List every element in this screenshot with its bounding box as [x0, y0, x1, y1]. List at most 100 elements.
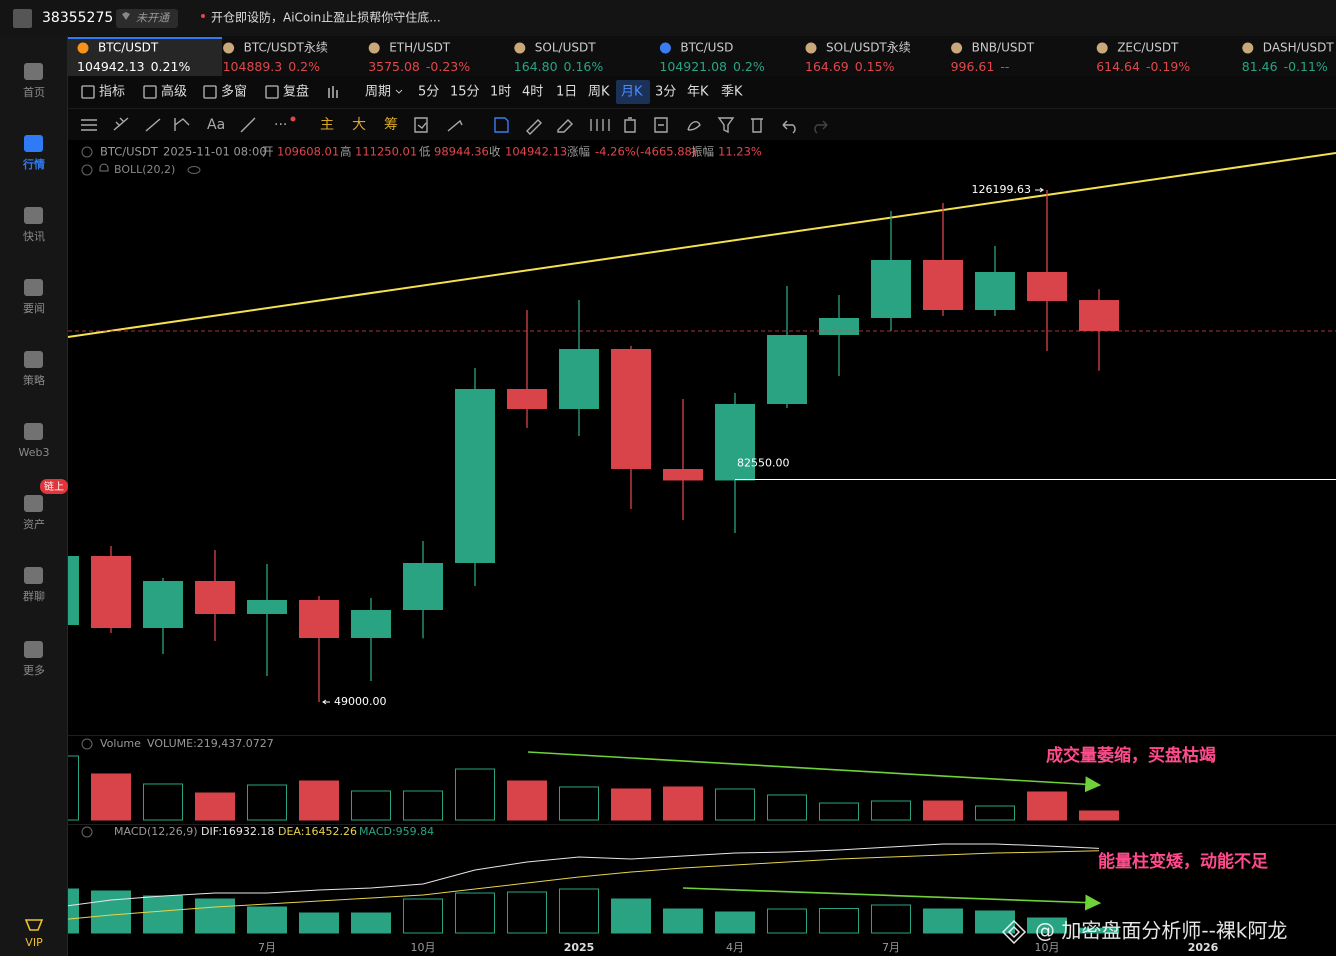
nav-label[interactable]: Web3: [19, 446, 50, 459]
period-menu[interactable]: 周期: [365, 85, 391, 100]
watermark-logo: [1001, 919, 1027, 945]
nav-icon[interactable]: [24, 495, 43, 512]
period-button[interactable]: 1时: [490, 85, 511, 100]
period-button[interactable]: 4时: [522, 85, 543, 100]
info-field: 109608.01: [277, 145, 339, 159]
ticker-name[interactable]: ZEC/USDT: [1117, 41, 1179, 55]
ticker-quote[interactable]: 3575.08 -0.23%: [368, 59, 470, 74]
overlay-button[interactable]: 主: [320, 117, 334, 133]
ticker-quote[interactable]: 164.80 0.16%: [514, 59, 604, 74]
period-button[interactable]: 月K: [621, 85, 643, 100]
volume-bar: [559, 786, 599, 821]
period-button[interactable]: 周K: [588, 85, 610, 100]
volume-bar: [923, 800, 963, 821]
tool-icon[interactable]: [81, 85, 95, 99]
ticker-quote[interactable]: 104942.13 0.21%: [77, 59, 190, 74]
ticker-name[interactable]: SOL/USDT: [535, 41, 596, 55]
macd-bar: [403, 898, 443, 934]
ticker-name[interactable]: ETH/USDT: [389, 41, 451, 55]
nav-label[interactable]: 群聊: [23, 589, 45, 603]
ticker-quote[interactable]: 996.61 --: [951, 59, 1010, 74]
info-field: 开: [262, 145, 274, 159]
period-button[interactable]: 5分: [418, 85, 439, 100]
panel-divider: [68, 824, 1336, 825]
ticker-change: -0.11%: [1284, 59, 1328, 74]
nav-icon[interactable]: [24, 63, 43, 80]
info-icon[interactable]: [81, 146, 93, 158]
tool-icon[interactable]: [203, 85, 217, 99]
nav-label[interactable]: 行情: [22, 157, 45, 171]
panel-divider: [68, 735, 1336, 736]
avatar[interactable]: [13, 9, 32, 28]
ticker-icon: [1096, 42, 1108, 54]
nav-icon[interactable]: [24, 279, 43, 296]
period-button[interactable]: 季K: [721, 85, 743, 100]
period-button[interactable]: 1日: [556, 85, 577, 100]
overlay-button[interactable]: 筹: [384, 116, 398, 133]
ticker-name[interactable]: SOL/USDT永续: [826, 41, 911, 55]
macd-bar: [975, 910, 1015, 934]
notice[interactable]: 开仓即设防，AiCoin止盈止损帮你守住底...: [211, 10, 441, 25]
text-tool[interactable]: Aa: [207, 117, 225, 133]
ticker-name[interactable]: BTC/USDT: [98, 41, 159, 55]
tool-button[interactable]: 多窗: [221, 84, 247, 100]
nav-icon[interactable]: [24, 207, 43, 224]
eye-icon[interactable]: [187, 166, 201, 174]
info-field: 111250.01: [355, 145, 417, 159]
nav-label[interactable]: 资产: [23, 517, 45, 531]
candle-body: [195, 580, 235, 614]
ticker-price: 104889.3: [223, 59, 283, 74]
vip-icon[interactable]: [24, 919, 44, 931]
nav-icon[interactable]: [24, 567, 43, 584]
ticker-name[interactable]: BTC/USD: [680, 41, 733, 55]
info-field: 2025-11-01 08:00: [163, 145, 267, 159]
x-tick-label: 2026: [1188, 941, 1219, 954]
ticker-quote[interactable]: 614.64 -0.19%: [1096, 59, 1190, 74]
ticker-icon: [223, 42, 235, 54]
nav-label[interactable]: 首页: [23, 85, 45, 99]
more-icon[interactable]: ···: [274, 117, 287, 133]
ticker-change: -0.19%: [1146, 59, 1190, 74]
period-button[interactable]: 15分: [450, 85, 480, 100]
badge-bg[interactable]: [116, 9, 178, 28]
nav-icon[interactable]: [24, 641, 43, 658]
overlay-button[interactable]: 大: [352, 117, 366, 133]
panel-icon[interactable]: [81, 826, 93, 838]
tool-icon[interactable]: [265, 85, 279, 99]
nav-label[interactable]: 策略: [23, 373, 45, 387]
nav-icon[interactable]: [24, 351, 43, 368]
ticker-name[interactable]: BNB/USDT: [972, 41, 1035, 55]
nav-label[interactable]: 快讯: [23, 230, 45, 243]
nav-label[interactable]: 要闻: [23, 301, 45, 315]
nav-badge-bg: [40, 479, 68, 494]
tool-icons[interactable]: [81, 117, 828, 135]
ticker-name[interactable]: DASH/USDT: [1263, 41, 1335, 55]
volume-bar: [819, 802, 859, 821]
caret: [395, 89, 403, 94]
nav-label[interactable]: 更多: [23, 663, 45, 677]
ticker-change: --: [1000, 59, 1009, 74]
vip[interactable]: VIP: [25, 936, 43, 949]
panel-icon[interactable]: [81, 738, 93, 750]
period-button[interactable]: 3分: [655, 85, 676, 100]
tool-button[interactable]: 复盘: [283, 84, 309, 100]
macd-bar: [1027, 917, 1067, 934]
bell-icon[interactable]: [99, 163, 109, 172]
ticker-quote[interactable]: 104921.08 0.2%: [659, 59, 764, 74]
ticker-name[interactable]: BTC/USDT永续: [244, 41, 328, 55]
chart-type-icon[interactable]: [328, 86, 338, 98]
notice-dot: [201, 14, 205, 18]
nav-icon[interactable]: [24, 423, 43, 440]
tool-button[interactable]: 高级: [161, 84, 187, 100]
tool-icon[interactable]: [143, 85, 157, 99]
info-icon[interactable]: [81, 164, 93, 176]
ticker-quote[interactable]: 104889.3 0.2%: [223, 59, 321, 74]
panel-legend: DEA:16452.26: [278, 825, 357, 838]
tool-button[interactable]: 指标: [99, 85, 125, 100]
ticker-quote[interactable]: 164.69 0.15%: [805, 59, 895, 74]
ticker-quote[interactable]: 81.46 -0.11%: [1242, 59, 1328, 74]
nav-icon[interactable]: [24, 135, 43, 152]
period-button[interactable]: 年K: [687, 85, 709, 100]
volume-bar: [975, 805, 1015, 821]
